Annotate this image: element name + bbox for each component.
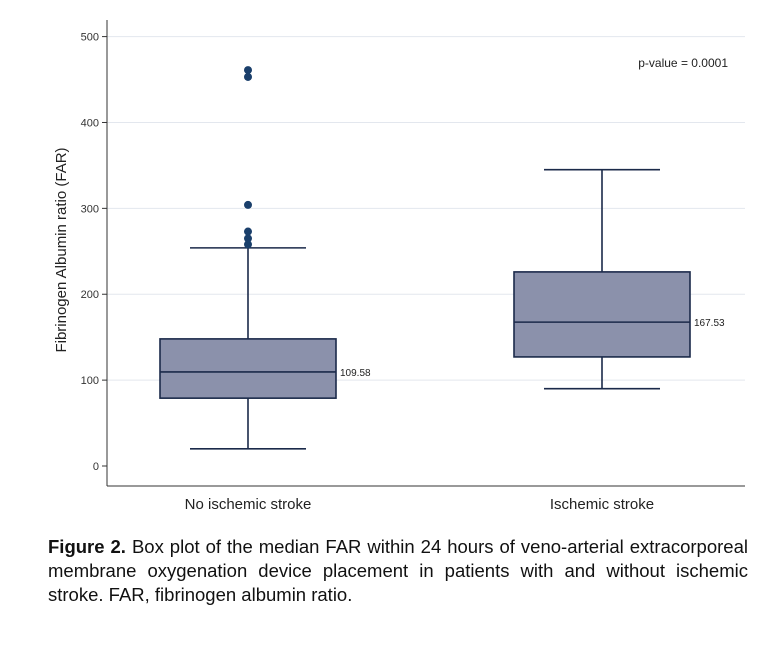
box-plot: 0 100 200 300 400 500 109.58 No ischemic strok… (53, 20, 745, 513)
median-label: 109.58 (340, 368, 371, 379)
caption-label: Figure 2. (48, 536, 126, 557)
y-axis-title: Fibrinogen Albumin ratio (FAR) (53, 147, 70, 352)
boxes: 109.58 No ischemic stroke 167.53 Ischemic s… (159, 66, 725, 513)
outlier-point (244, 200, 252, 209)
y-tick-label: 0 (93, 461, 99, 473)
outlier-point (244, 240, 252, 249)
median-label: 167.53 (694, 318, 725, 329)
p-value-annotation: p-value = 0.0001 (638, 56, 728, 70)
y-tick-label: 300 (81, 203, 99, 215)
figure-caption: Figure 2. Box plot of the median FAR wit… (48, 535, 748, 607)
iqr-box (513, 271, 691, 358)
x-category-label: No ischemic stroke (185, 496, 312, 513)
box-group: 167.53 Ischemic stroke (513, 168, 725, 513)
iqr-box (159, 338, 337, 399)
caption-text: Box plot of the median FAR within 24 hou… (48, 536, 748, 605)
y-tick-label: 100 (81, 375, 99, 387)
box-group: 109.58 No ischemic stroke (159, 66, 371, 513)
y-tick-label: 500 (81, 32, 99, 44)
outlier-point (244, 66, 252, 75)
outlier-point (244, 234, 252, 243)
y-tick-label: 200 (81, 289, 99, 301)
outlier-point (244, 227, 252, 236)
x-category-label: Ischemic stroke (550, 496, 654, 513)
outlier-point (244, 72, 252, 81)
y-axis-ticks: 0 100 200 300 400 500 (81, 32, 107, 473)
y-tick-label: 400 (81, 117, 99, 129)
